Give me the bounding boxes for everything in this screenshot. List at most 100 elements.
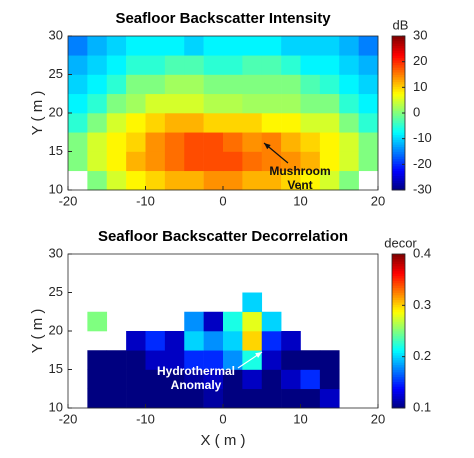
colorbar-segment	[392, 270, 405, 274]
colorbar-segment	[392, 379, 405, 382]
colorbar-segment	[392, 182, 405, 186]
heat-cell	[281, 132, 301, 152]
heat-cell	[164, 151, 185, 172]
colorbar-segment	[392, 158, 405, 162]
heat-cell	[300, 93, 321, 114]
heat-cell	[242, 311, 263, 332]
colorbar-segment	[392, 177, 405, 181]
colorbar-segment	[392, 345, 405, 349]
heat-cell	[68, 93, 88, 114]
heat-cell	[261, 388, 282, 409]
colorbar-segment	[392, 335, 405, 339]
colorbar-segment	[392, 36, 405, 39]
heat-cell	[126, 151, 146, 172]
colorbar-segment	[392, 185, 405, 188]
y-tick-label: 15	[49, 361, 63, 376]
colorbar-segment	[392, 292, 405, 296]
colorbar-segment	[392, 96, 405, 99]
colorbar-segment	[392, 278, 405, 281]
x-tick-label: 20	[371, 411, 385, 426]
heat-cell	[223, 36, 243, 56]
heat-cell	[106, 151, 127, 172]
heat-cell	[184, 93, 204, 114]
annotation-arrowhead	[255, 352, 262, 358]
heat-cell	[68, 151, 88, 172]
colorbar-frame	[391, 253, 406, 409]
heat-cell	[319, 55, 340, 75]
heat-cell	[203, 311, 224, 332]
colorbar-segment	[392, 170, 405, 174]
y-tick-label: 10	[49, 399, 63, 414]
colorbar-segment	[392, 326, 405, 329]
colorbar-segment	[392, 98, 405, 102]
colorbar-segment	[392, 146, 405, 150]
colorbar-segment	[392, 328, 405, 332]
heat-cell	[145, 151, 166, 172]
colorbar-segment	[392, 256, 405, 260]
colorbar-segment	[392, 376, 405, 380]
heat-cell	[126, 113, 146, 133]
heat-cell	[126, 132, 146, 152]
colorbar-segment	[392, 275, 405, 279]
colorbar-segment	[392, 304, 405, 308]
colorbar-segment	[392, 321, 405, 325]
heat-cell	[87, 151, 108, 172]
heat-cell	[300, 388, 321, 409]
colorbar-segment	[392, 115, 405, 119]
colorbar-segment	[392, 388, 405, 392]
heat-cell	[126, 350, 146, 370]
annotation-text: Anomaly	[171, 378, 222, 392]
colorbar-segment	[392, 364, 405, 368]
colorbar-segment	[392, 141, 405, 145]
colorbar-segment	[392, 311, 405, 315]
colorbar-segment	[392, 405, 405, 409]
heat-cell	[87, 170, 108, 191]
colorbar-segment	[392, 79, 405, 83]
heat-cell	[164, 388, 185, 409]
heat-cell	[223, 151, 243, 172]
colorbar-segment	[392, 316, 405, 320]
heat-cell	[242, 151, 263, 172]
colorbar-segment	[392, 285, 405, 289]
heat-cell	[339, 113, 359, 133]
colorbar-segment	[392, 113, 405, 116]
heat-cell	[106, 388, 127, 409]
heat-cell	[300, 36, 321, 56]
heat-cell	[242, 369, 263, 390]
colorbar-segment	[392, 108, 405, 111]
heat-cell	[223, 388, 243, 409]
heat-cell	[87, 369, 108, 390]
colorbar-segment	[392, 294, 405, 298]
colorbar-segment	[392, 132, 405, 136]
heat-cell	[87, 113, 108, 133]
heat-cell	[87, 93, 108, 114]
x-tick-label: 0	[219, 193, 226, 208]
colorbar-segment	[392, 323, 405, 327]
heat-cell	[358, 74, 379, 95]
colorbar-segment	[392, 110, 405, 114]
heat-cell	[242, 292, 263, 313]
colorbar-segment	[392, 350, 405, 354]
colorbar-tick-label: -20	[413, 156, 432, 171]
colorbar-segment	[392, 347, 405, 351]
chart-title: Seafloor Backscatter Intensity	[115, 10, 331, 27]
heat-cell	[126, 369, 146, 390]
heat-cell	[339, 151, 359, 172]
heat-cell	[145, 132, 166, 152]
heat-cell	[319, 74, 340, 95]
colorbar-segment	[392, 62, 405, 66]
heat-cell	[281, 151, 301, 172]
heat-cell	[184, 36, 204, 56]
heat-cell	[281, 74, 301, 95]
heat-cell	[145, 350, 166, 370]
colorbar-segment	[392, 386, 405, 390]
heat-cell	[339, 36, 359, 56]
heat-cell	[319, 170, 340, 191]
heat-cell	[281, 388, 301, 409]
annotation-text: Mushroom	[269, 164, 330, 178]
heat-cell	[106, 132, 127, 152]
colorbar-segment	[392, 161, 405, 164]
heat-cell	[68, 55, 88, 75]
colorbar-segment	[392, 149, 405, 152]
heat-cell	[242, 55, 263, 75]
